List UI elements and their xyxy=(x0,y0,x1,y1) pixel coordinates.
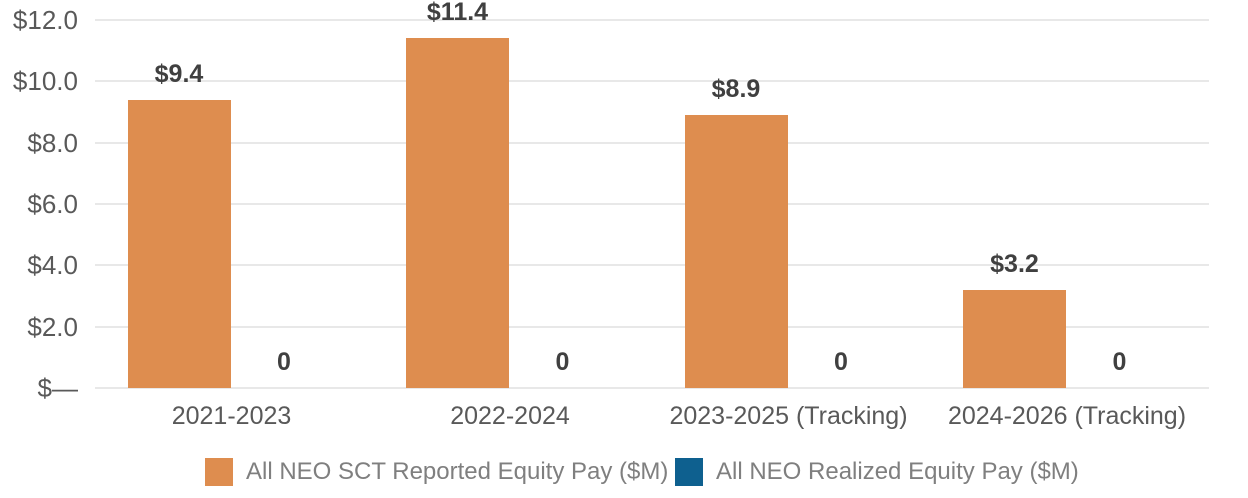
gridline xyxy=(95,264,1209,267)
y-axis-tick-label: $6.0 xyxy=(27,189,78,219)
bar-reported-equity xyxy=(127,99,231,388)
bar-value-label: 0 xyxy=(1112,348,1127,376)
y-axis-tick-label: $10.0 xyxy=(12,66,78,97)
legend-label-realized: All NEO Realized Equity Pay ($M) xyxy=(716,458,1079,485)
legend-swatch-reported xyxy=(205,458,233,486)
gridline xyxy=(95,80,1209,83)
gridline xyxy=(95,141,1209,144)
bar-reported-equity xyxy=(684,115,788,388)
gridline xyxy=(95,325,1209,328)
bar-value-label: $11.4 xyxy=(426,0,489,27)
x-axis-category-label: 2023-2025 (Tracking) xyxy=(669,402,908,430)
x-axis-category-label: 2022-2024 xyxy=(450,402,570,430)
y-axis-tick-label: $4.0 xyxy=(27,250,78,281)
bar-value-label: 0 xyxy=(277,348,291,376)
y-axis-tick-label: $12.0 xyxy=(12,5,78,35)
gridline xyxy=(95,387,1209,389)
bar-value-label: 0 xyxy=(834,348,848,376)
y-axis-tick-label: $— xyxy=(37,373,78,403)
legend-label-reported: All NEO SCT Reported Equity Pay ($M) xyxy=(246,458,669,485)
bar-value-label: $9.4 xyxy=(154,59,204,88)
bar-value-label: $3.2 xyxy=(990,249,1039,278)
gridline xyxy=(95,19,1209,21)
legend-swatch-realized xyxy=(675,458,703,486)
x-axis-category-label: 2024-2026 (Tracking) xyxy=(947,402,1187,430)
y-axis-tick-label: $8.0 xyxy=(27,127,78,158)
bar-value-label: $8.9 xyxy=(711,75,761,104)
legend-item-realized: All NEO Realized Equity Pay ($M) xyxy=(675,457,1079,487)
bar-value-label: 0 xyxy=(555,348,570,376)
y-axis-tick-label: $2.0 xyxy=(27,311,78,342)
bar-reported-equity xyxy=(406,38,509,388)
bar-reported-equity xyxy=(963,289,1066,388)
x-axis-category-label: 2021-2023 xyxy=(171,402,292,430)
legend-item-reported: All NEO SCT Reported Equity Pay ($M) xyxy=(205,457,668,487)
gridline xyxy=(95,203,1209,205)
